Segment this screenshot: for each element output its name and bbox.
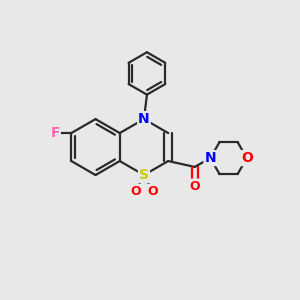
Text: O: O — [130, 185, 141, 198]
Text: O: O — [147, 185, 158, 198]
Text: F: F — [50, 126, 60, 140]
Text: N: N — [138, 112, 150, 126]
Text: O: O — [189, 180, 200, 193]
Text: N: N — [205, 151, 216, 165]
Text: O: O — [241, 151, 253, 165]
Text: S: S — [139, 168, 149, 182]
